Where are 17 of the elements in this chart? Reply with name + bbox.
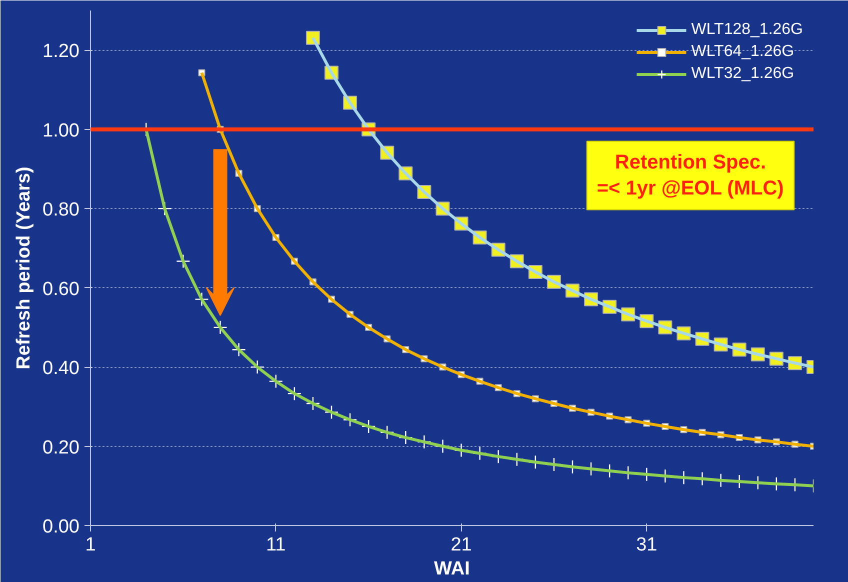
y-tick-label: 0.00	[42, 516, 80, 538]
x-tick-label: 31	[636, 534, 658, 556]
legend-label: WLT64_1.26G	[691, 43, 794, 61]
y-tick-label: 0.60	[42, 278, 80, 300]
y-tick-label: 0.80	[42, 200, 80, 221]
y-tick-label: 1.20	[42, 41, 80, 62]
x-tick-label: 11	[266, 534, 286, 556]
y-tick-label: 0.40	[42, 358, 80, 380]
y-tick-label: 1.00	[42, 120, 80, 142]
x-axis-title: WAI	[434, 558, 470, 580]
x-tick-label: 1	[85, 534, 96, 556]
x-tick-label: 21	[450, 534, 472, 556]
legend-label: WLT128_1.26G	[691, 21, 803, 39]
y-tick-label: 0.20	[42, 437, 80, 458]
y-axis-title: Refresh period (Years)	[14, 166, 35, 370]
legend-label: WLT32_1.26G	[691, 65, 794, 83]
annotation: Retention Spec. =< 1yr @EOL (MLC)	[596, 151, 784, 200]
